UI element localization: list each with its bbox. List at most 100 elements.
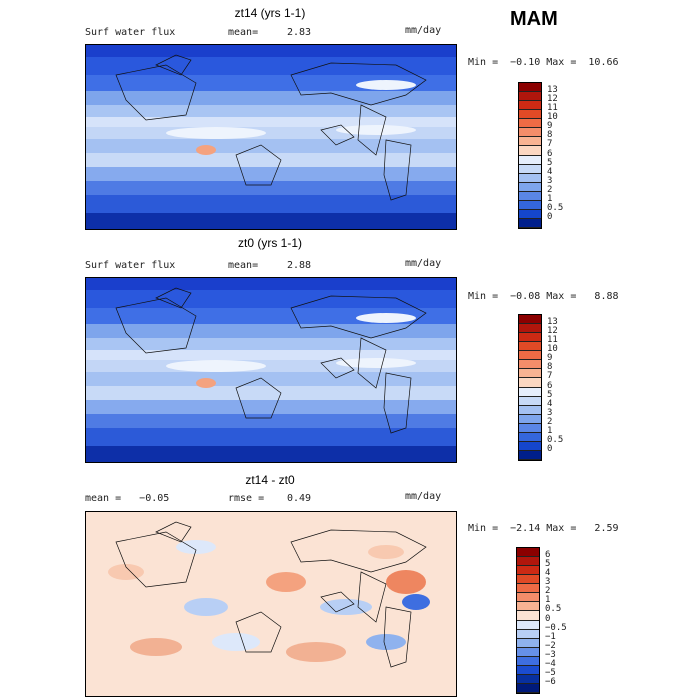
panel-1-field <box>86 45 456 229</box>
panel-3-units: mm/day <box>405 491 442 502</box>
colorbar-swatch <box>519 209 541 219</box>
colorbar-tick-label: 0.5 <box>547 434 564 445</box>
colorbar-tick-label: 12 <box>547 94 558 105</box>
colorbar-tick-label: −6 <box>545 676 556 687</box>
colorbar-tick-label: −1 <box>545 631 556 642</box>
colorbar-tick-label: 3 <box>545 577 551 588</box>
colorbar-tick-label: 13 <box>547 317 558 328</box>
colorbar-tick-label: 12 <box>547 326 558 337</box>
panel-1-mean-value: 2.83 <box>287 27 312 38</box>
colorbar-tick-label: 10 <box>547 344 558 355</box>
colorbar-swatch <box>517 674 539 684</box>
panel-1-minmax: Min = −0.10 Max = 10.66 <box>468 57 619 68</box>
colorbar-swatch <box>519 155 541 165</box>
colorbar-swatch <box>517 665 539 675</box>
colorbar-swatch <box>517 629 539 639</box>
colorbar-swatch <box>519 387 541 397</box>
colorbar-swatch <box>519 450 541 460</box>
colorbar-tick-label: −4 <box>545 658 556 669</box>
colorbar-swatch <box>519 369 541 379</box>
colorbar-swatch <box>517 602 539 612</box>
colorbar-swatch <box>519 137 541 147</box>
colorbar-swatch <box>517 575 539 585</box>
colorbar-tick-label: −2 <box>545 640 556 651</box>
panel-1-colorbar-labels: 13 12 11 10 9 8 7 6 5 4 3 2 1 0.5 0 <box>547 82 587 227</box>
colorbar-swatch <box>519 200 541 210</box>
panel-3-coastlines <box>115 521 427 668</box>
panel-2-mean-label: mean= <box>228 260 259 271</box>
colorbar-swatch <box>519 378 541 388</box>
panel-3-map-svg <box>86 512 456 696</box>
colorbar-tick-label: 0 <box>547 211 553 222</box>
panel-3-colorbar-labels: 6 5 4 3 2 1 0.5 0 −0.5 −1 −2 −3 −4 −5 −6 <box>545 547 585 692</box>
colorbar-swatch <box>517 647 539 657</box>
colorbar-swatch <box>517 557 539 567</box>
panel-3-rmse-label: rmse = <box>228 493 265 504</box>
panel-2-minmax: Min = −0.08 Max = 8.88 <box>468 291 619 302</box>
colorbar-tick-label: −5 <box>545 667 556 678</box>
panel-2-mean-value: 2.88 <box>287 260 312 271</box>
panel-1-title: zt14 (yrs 1-1) <box>234 6 306 20</box>
colorbar-swatch <box>519 119 541 129</box>
colorbar-tick-label: 4 <box>547 166 553 177</box>
panel-2-units: mm/day <box>405 258 442 269</box>
panel-1-field-label: Surf water flux <box>85 27 176 38</box>
colorbar-tick-label: 9 <box>547 353 553 364</box>
colorbar-tick-label: 7 <box>547 139 553 150</box>
colorbar-swatch <box>519 414 541 424</box>
colorbar-swatch <box>519 342 541 352</box>
colorbar-tick-label: 0 <box>545 613 551 624</box>
colorbar-tick-label: 1 <box>545 595 551 606</box>
colorbar-tick-label: 0 <box>547 443 553 454</box>
colorbar-tick-label: 8 <box>547 130 553 141</box>
panel-3-mean: mean = −0.05 <box>85 493 170 504</box>
colorbar-swatch <box>519 360 541 370</box>
colorbar-swatch <box>519 92 541 102</box>
panel-2-colorbar-labels: 13 12 11 10 9 8 7 6 5 4 3 2 1 0.5 0 <box>547 314 587 459</box>
colorbar-tick-label: 3 <box>547 407 553 418</box>
colorbar-tick-label: 6 <box>545 550 551 561</box>
colorbar-tick-label: −0.5 <box>545 622 567 633</box>
panel-2-colorbar-cells <box>519 315 541 460</box>
colorbar-swatch <box>517 593 539 603</box>
colorbar-swatch <box>519 164 541 174</box>
colorbar-tick-label: 13 <box>547 85 558 96</box>
colorbar-swatch <box>519 351 541 361</box>
panel-2-field <box>86 278 456 462</box>
colorbar-tick-label: 2 <box>545 586 551 597</box>
colorbar-swatch <box>519 218 541 228</box>
colorbar-swatch <box>517 620 539 630</box>
panel-2-map-svg <box>86 278 456 462</box>
colorbar-tick-label: −3 <box>545 649 556 660</box>
colorbar-tick-label: 1 <box>547 425 553 436</box>
panel-1-units: mm/day <box>405 25 442 36</box>
colorbar-swatch <box>519 324 541 334</box>
colorbar-tick-label: 6 <box>547 380 553 391</box>
colorbar-swatch <box>519 110 541 120</box>
panel-2-field-label: Surf water flux <box>85 260 176 271</box>
colorbar-tick-label: 5 <box>547 389 553 400</box>
panel-1-mean-label: mean= <box>228 27 259 38</box>
colorbar-tick-label: 3 <box>547 175 553 186</box>
panel-2-coastlines <box>115 287 427 434</box>
colorbar-swatch <box>517 683 539 693</box>
colorbar-tick-label: 9 <box>547 121 553 132</box>
colorbar-swatch <box>519 191 541 201</box>
panel-3-minmax: Min = −2.14 Max = 2.59 <box>468 523 619 534</box>
season-label: MAM <box>510 8 558 30</box>
colorbar-swatch <box>519 441 541 451</box>
colorbar-swatch <box>519 182 541 192</box>
colorbar-tick-label: 8 <box>547 362 553 373</box>
panel-1-colorbar <box>518 82 542 229</box>
colorbar-swatch <box>519 315 541 325</box>
colorbar-swatch <box>519 101 541 111</box>
panel-3-title: zt14 - zt0 <box>245 473 295 487</box>
panel-3-colorbar <box>516 547 540 694</box>
colorbar-tick-label: 7 <box>547 371 553 382</box>
colorbar-swatch <box>519 128 541 138</box>
colorbar-swatch <box>517 566 539 576</box>
panel-2-title: zt0 (yrs 1-1) <box>237 236 302 250</box>
colorbar-swatch <box>517 584 539 594</box>
colorbar-swatch <box>519 83 541 93</box>
panel-2-colorbar <box>518 314 542 461</box>
